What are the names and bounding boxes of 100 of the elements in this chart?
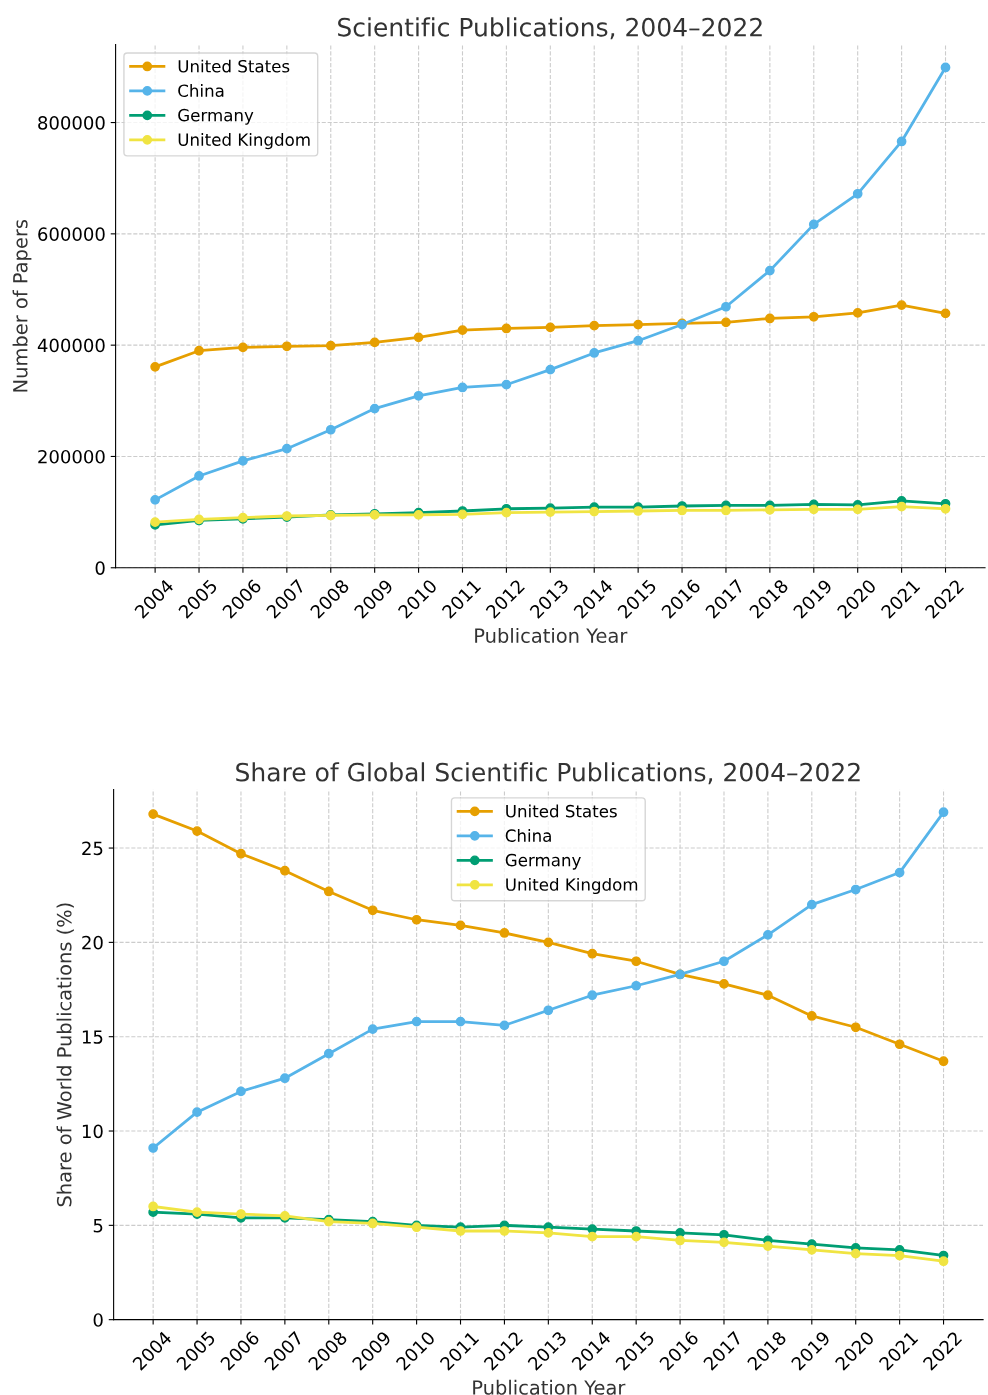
y-tick-label: 10 <box>82 1124 103 1139</box>
point <box>501 507 512 518</box>
legend-label: United Kingdom <box>506 877 638 895</box>
point <box>543 937 554 948</box>
point <box>852 504 863 515</box>
point <box>763 1241 773 1251</box>
point <box>589 348 600 358</box>
point <box>457 509 468 520</box>
point <box>808 504 819 515</box>
point <box>894 1039 905 1050</box>
point <box>499 1226 510 1236</box>
point <box>545 364 556 375</box>
point <box>325 340 336 351</box>
point <box>545 507 556 517</box>
point <box>545 322 556 333</box>
point <box>675 1235 685 1246</box>
point <box>765 265 775 276</box>
x-axis-title: Publication Year <box>473 1379 626 1395</box>
point <box>763 990 773 1001</box>
point <box>896 300 907 310</box>
point <box>281 443 292 454</box>
legend-label: China <box>505 829 551 842</box>
point <box>938 1256 949 1267</box>
y-tick-label: 15 <box>82 1030 103 1044</box>
point <box>281 341 292 352</box>
y-tick-label: 600000 <box>38 227 105 241</box>
point <box>455 1016 466 1027</box>
point <box>194 345 204 356</box>
point <box>894 1250 905 1261</box>
legend-label: Germany <box>178 108 254 125</box>
point <box>192 826 202 836</box>
point <box>719 979 729 989</box>
point <box>238 342 248 353</box>
point <box>633 506 644 516</box>
legend-label: United Kingdom <box>178 133 310 150</box>
point <box>148 1201 159 1212</box>
point <box>940 503 951 514</box>
point <box>499 1020 510 1031</box>
point <box>896 501 907 512</box>
point <box>938 807 949 818</box>
point <box>808 311 819 322</box>
point <box>589 320 600 331</box>
point <box>852 308 863 318</box>
y-tick-label: 800000 <box>38 116 105 130</box>
y-tick-label: 25 <box>82 841 103 856</box>
y-axis-title: Number of Papers <box>12 219 32 392</box>
point <box>763 929 773 940</box>
point <box>765 313 775 324</box>
point <box>765 505 775 515</box>
y-tick-label: 400000 <box>37 338 105 353</box>
point <box>896 136 907 147</box>
point <box>852 188 863 199</box>
point <box>413 390 424 401</box>
point <box>806 1011 817 1021</box>
chart-title: Scientific Publications, 2004–2022 <box>338 17 762 40</box>
point <box>806 899 817 910</box>
point <box>369 403 380 414</box>
point <box>675 1228 685 1238</box>
point <box>150 495 160 505</box>
point <box>501 379 512 390</box>
point <box>589 506 600 517</box>
legend-label: China <box>178 84 224 97</box>
point <box>325 424 336 435</box>
point <box>850 1248 861 1259</box>
point <box>938 1056 949 1067</box>
point <box>499 928 510 938</box>
point <box>677 505 687 516</box>
y-axis-title: Share of World Publications (%) <box>56 903 74 1207</box>
point <box>236 848 246 859</box>
point <box>631 980 642 991</box>
y-tick-label: 0 <box>95 561 105 575</box>
point <box>194 471 204 481</box>
point <box>587 1231 598 1242</box>
point <box>631 1231 642 1242</box>
legend-label: United States <box>506 804 617 818</box>
point <box>501 323 512 334</box>
point <box>280 1073 290 1084</box>
point <box>192 1107 202 1118</box>
x-axis-title: Publication Year <box>475 627 628 643</box>
point <box>411 914 422 925</box>
y-tick-label: 0 <box>93 1313 103 1327</box>
point <box>457 382 468 393</box>
point <box>721 505 731 516</box>
point <box>455 1226 466 1236</box>
point <box>850 1022 861 1033</box>
point <box>894 867 905 878</box>
point <box>411 1016 422 1027</box>
point <box>719 1237 729 1248</box>
point <box>543 1005 554 1016</box>
point <box>236 1209 246 1219</box>
point <box>457 325 468 335</box>
point <box>543 1228 554 1238</box>
point <box>633 335 644 346</box>
legend-label: Germany <box>505 853 581 870</box>
point <box>238 456 248 466</box>
point <box>369 337 380 348</box>
point <box>280 865 290 876</box>
chart-title: Share of Global Scientific Publications, 2004–2022 <box>236 762 860 785</box>
point <box>323 886 334 897</box>
point <box>631 956 642 967</box>
